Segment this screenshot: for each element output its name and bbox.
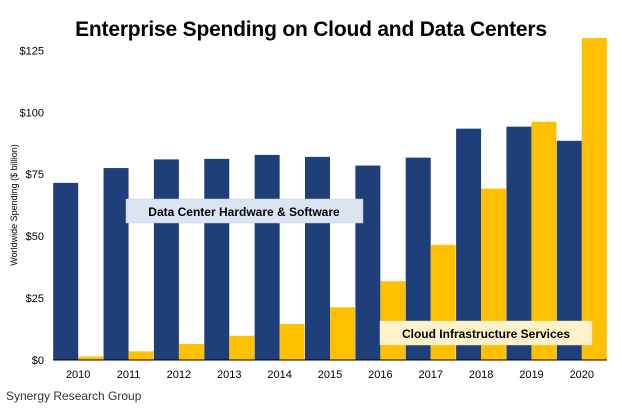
annotation-data-center-label: Data Center Hardware & Software	[148, 205, 340, 219]
y-tick-label: $50	[26, 231, 44, 243]
bar-data-center	[305, 156, 330, 360]
x-tick-label: 2011	[117, 369, 141, 381]
chart-title: Enterprise Spending on Cloud and Data Ce…	[75, 18, 547, 41]
x-tick-label: 2016	[368, 369, 392, 381]
bar-data-center	[153, 159, 179, 360]
bar-data-center	[355, 165, 381, 360]
source-label: Synergy Research Group	[6, 389, 142, 403]
y-tick-label: $125	[20, 45, 44, 57]
bar-cloud	[581, 38, 607, 360]
annotation-data-center: Data Center Hardware & Software	[125, 198, 364, 224]
x-tick-label: 2010	[66, 369, 90, 381]
bar-cloud	[531, 121, 557, 360]
x-tick-label: 2017	[418, 369, 442, 381]
x-tick-label: 2014	[267, 369, 291, 381]
x-tick-label: 2013	[217, 369, 241, 381]
y-tick-label: $25	[26, 293, 44, 305]
y-axis-label: Worldwide Spending ($ billion)	[9, 144, 19, 265]
bar-cloud	[178, 343, 204, 360]
bar-data-center	[103, 168, 129, 360]
bar-cloud	[279, 324, 305, 360]
x-tick-label: 2015	[318, 369, 342, 381]
x-tick-label: 2018	[469, 369, 493, 381]
bar-cloud	[330, 307, 355, 360]
bar-data-center	[204, 158, 230, 360]
annotation-cloud: Cloud Infrastructure Services	[379, 320, 593, 346]
x-tick-label: 2020	[570, 369, 594, 381]
bar-cloud	[128, 351, 154, 360]
y-tick-label: $0	[32, 355, 44, 367]
y-tick-label: $75	[26, 169, 44, 181]
x-tick-label: 2019	[519, 369, 543, 381]
y-tick-label: $100	[20, 107, 44, 119]
annotation-cloud-label: Cloud Infrastructure Services	[402, 327, 570, 341]
bar-cloud	[78, 356, 104, 360]
bar-data-center	[53, 182, 79, 360]
bar-cloud	[229, 335, 255, 360]
bar-data-center	[254, 154, 280, 360]
bar-cloud	[380, 281, 406, 360]
x-tick-label: 2012	[167, 369, 191, 381]
